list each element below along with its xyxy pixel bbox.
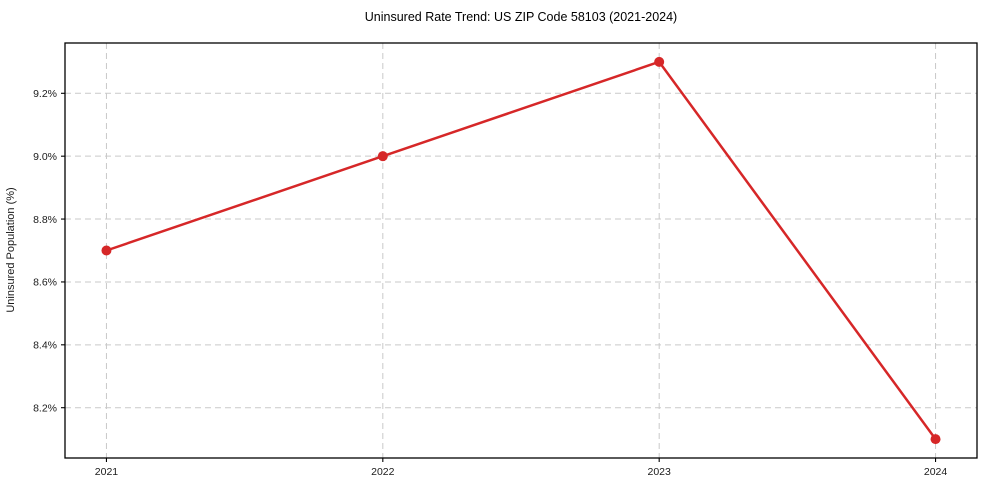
series-layer xyxy=(101,56,941,445)
axes-layer: 8.2% 8.4% 8.6% 8.8% 9.0% 9.2% 2021 2022 2023 2024 xyxy=(33,42,978,478)
y-tick-label: 9.2% xyxy=(33,88,57,100)
y-tick-label: 9.0% xyxy=(33,151,57,163)
x-tick-label: 2023 xyxy=(648,466,672,478)
x-tick-label: 2024 xyxy=(924,466,948,478)
y-tick-label: 8.4% xyxy=(33,340,57,352)
grid-layer xyxy=(65,43,977,458)
y-tick-label: 8.2% xyxy=(33,402,57,414)
y-tick-label: 8.8% xyxy=(33,214,57,226)
x-tick-label: 2022 xyxy=(371,466,395,478)
data-point xyxy=(654,56,665,67)
y-axis-label: Uninsured Population (%) xyxy=(5,187,17,312)
chart-title: Uninsured Rate Trend: US ZIP Code 58103 … xyxy=(365,10,677,24)
data-point xyxy=(377,151,388,162)
data-point xyxy=(101,245,112,256)
plot-frame xyxy=(64,42,978,459)
trend-line xyxy=(105,60,937,441)
x-tick-label: 2021 xyxy=(95,466,119,478)
y-tick-label: 8.6% xyxy=(33,277,57,289)
data-point xyxy=(930,434,941,445)
